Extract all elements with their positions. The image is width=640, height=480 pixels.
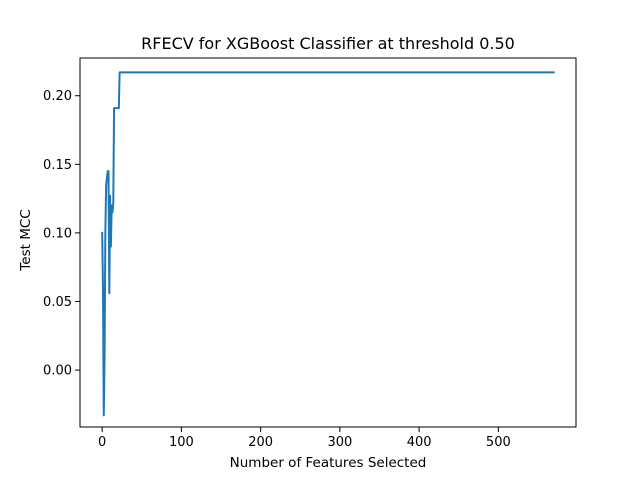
x-tick-label: 300 [327,435,352,450]
x-tick-label: 200 [248,435,273,450]
y-tick-label: 0.05 [43,295,72,310]
axes: 0 100 200 300 400 500 0.00 0.05 0.10 0.15 0.20 [43,57,577,450]
chart-title: RFECV for XGBoost Classifier at threshol… [141,34,515,53]
x-tick-label: 400 [407,435,432,450]
y-tick-label: 0.20 [43,89,72,104]
plot-area [101,71,555,417]
y-tick-label: 0.00 [43,364,72,379]
x-tick-label: 500 [486,435,511,450]
x-tick-label: 0 [98,435,106,450]
y-tick-label: 0.10 [43,226,72,241]
x-axis-label: Number of Features Selected [230,455,427,471]
y-tick-label: 0.15 [43,158,72,173]
plot-frame [79,57,577,428]
x-tick-label: 100 [169,435,194,450]
y-axis-label: Test MCC [18,209,34,271]
series-line-0 [101,71,555,417]
